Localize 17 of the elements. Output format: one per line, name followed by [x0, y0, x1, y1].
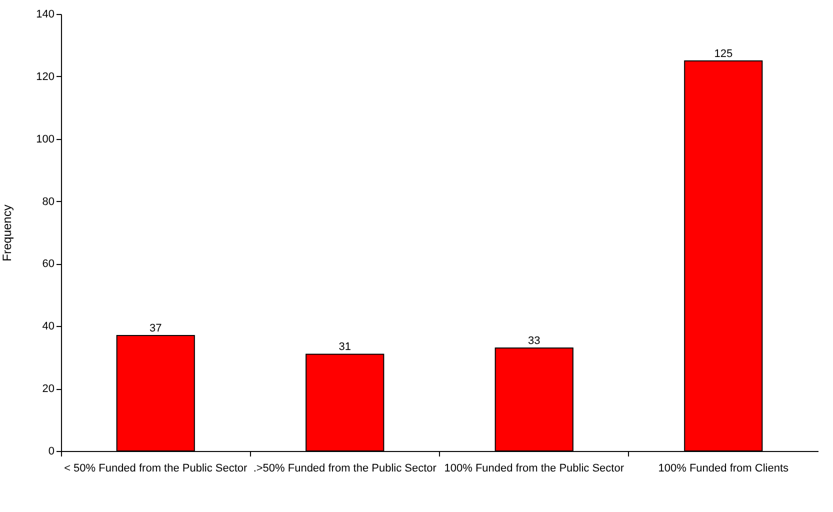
y-tick-label: 60: [42, 258, 54, 270]
y-tick-label: 120: [36, 70, 54, 83]
y-tick-label: 40: [42, 320, 54, 333]
y-tick-label: 20: [42, 383, 54, 396]
x-tick-label: 100% Funded from Clients: [658, 462, 789, 474]
y-tick-label: 140: [36, 8, 54, 20]
data-label: 31: [338, 341, 351, 354]
y-tick-label: 100: [36, 133, 54, 146]
y-axis-title: Frequency: [0, 204, 14, 262]
x-tick-label: .>50% Funded from the Public Sector: [253, 462, 437, 474]
y-tick-label: 80: [42, 196, 54, 208]
data-label: 125: [714, 48, 733, 60]
data-label: 37: [150, 322, 162, 335]
x-tick-label: 100% Funded from the Public Sector: [444, 462, 624, 474]
y-tick-label: 0: [48, 446, 54, 458]
x-tick-label: < 50% Funded from the Public Sector: [64, 462, 248, 474]
data-label: 33: [528, 334, 540, 347]
